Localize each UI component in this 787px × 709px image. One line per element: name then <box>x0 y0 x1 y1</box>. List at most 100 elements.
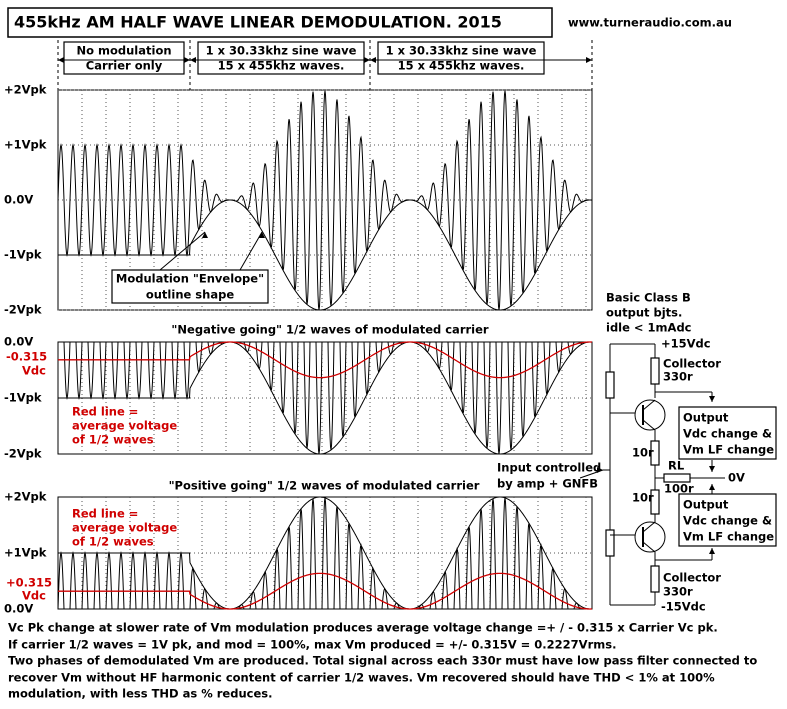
url: www.turneraudio.com.au <box>568 16 732 30</box>
transistor-emitter <box>642 419 656 431</box>
dc-label: Vdc <box>22 364 46 378</box>
dc-label: Vdc <box>22 589 46 603</box>
arrow-head <box>202 232 208 238</box>
arrow-head <box>364 57 370 63</box>
segment-label: 1 x 30.33khz sine wave <box>386 44 537 58</box>
input-label: by amp + GNFB <box>497 477 598 491</box>
resistor <box>650 489 660 515</box>
average-line <box>58 341 593 379</box>
segment-label: 15 x 455khz waves. <box>218 59 345 73</box>
segment-label: 1 x 30.33khz sine wave <box>206 44 357 58</box>
resistor <box>650 440 660 466</box>
arrow-head <box>709 466 715 472</box>
rail-label: +15Vdc <box>661 337 711 351</box>
arrow-head <box>184 57 190 63</box>
resistor-label: 330r <box>663 370 693 384</box>
segment-label: No modulation <box>76 44 171 58</box>
average-line <box>58 572 593 610</box>
y-tick-label: -2Vpk <box>4 447 42 461</box>
y-tick-label: -2Vpk <box>4 303 42 317</box>
dc-label: +0.315 <box>6 576 52 590</box>
note-line: If carrier 1/2 waves = 1V pk, and mod = … <box>8 638 616 652</box>
resistor-label: Collector <box>663 571 721 585</box>
resistor <box>650 565 660 593</box>
circuit-heading: Basic Class B <box>606 291 691 305</box>
resistor-label: 10r <box>632 446 654 460</box>
note-line: recover Vm without HF harmonic content o… <box>8 671 715 685</box>
output-label: Vdc change & <box>683 427 772 441</box>
input-label: Input controlled <box>497 461 601 475</box>
envelope <box>58 199 593 311</box>
y-tick-label: 0.0V <box>4 193 33 207</box>
note: Red line = <box>72 405 138 419</box>
resistor <box>663 473 691 483</box>
resistor-label: Collector <box>663 357 721 371</box>
resistor-label: 100r <box>664 482 694 496</box>
output-label: Vm LF change <box>683 443 774 457</box>
note-line: Two phases of demodulated Vm are produce… <box>8 654 757 668</box>
note: of 1/2 waves <box>72 535 154 549</box>
carrier-wave <box>57 90 593 311</box>
segment-label: 15 x 455khz waves. <box>398 59 525 73</box>
resistor-label: RL <box>668 459 685 473</box>
note: average voltage <box>72 521 177 535</box>
y-tick-label: +1Vpk <box>4 546 47 560</box>
y-tick-label: +1Vpk <box>4 138 47 152</box>
transistor-collector <box>642 399 656 411</box>
resistor <box>605 371 615 399</box>
callout-arrow <box>239 231 263 271</box>
circuit-heading: output bjts. <box>606 306 682 320</box>
note: of 1/2 waves <box>72 433 154 447</box>
y-tick-label: -1Vpk <box>4 391 42 405</box>
segment-label: Carrier only <box>86 59 163 73</box>
y-tick-label: 0.0V <box>4 602 33 616</box>
arrow-head <box>709 548 715 554</box>
note: Red line = <box>72 507 138 521</box>
resistor-label: 330r <box>663 585 693 599</box>
transistor-emitter <box>642 521 656 533</box>
circuit-heading: idle < 1mAdc <box>606 321 692 335</box>
callout-text: outline shape <box>146 288 234 302</box>
graph-title: "Positive going" 1/2 waves of modulated … <box>169 479 480 493</box>
callout-arrow <box>159 231 206 271</box>
output-label: Vdc change & <box>683 514 772 528</box>
title: 455kHz AM HALF WAVE LINEAR DEMODULATION.… <box>14 13 502 32</box>
segment-box <box>377 41 545 75</box>
note-line: Vc Pk change at slower rate of Vm modula… <box>8 621 718 635</box>
graph-title: "Negative going" 1/2 waves of modulated … <box>171 323 488 337</box>
note: average voltage <box>72 419 177 433</box>
y-tick-label: 0.0V <box>4 335 33 349</box>
arrow-head <box>597 467 603 473</box>
y-tick-label: -1Vpk <box>4 248 42 262</box>
rail-label: -15Vdc <box>661 600 706 614</box>
arrow-head <box>190 57 196 63</box>
half-waves <box>58 341 592 455</box>
envelope <box>58 341 593 455</box>
output-box <box>678 406 777 460</box>
arrow-head <box>259 232 265 238</box>
note-line: modulation, with less THD as % reduces. <box>8 687 272 701</box>
output-box <box>678 493 777 547</box>
callout-text: Modulation "Envelope" <box>116 272 264 286</box>
title-box <box>7 7 553 38</box>
resistor <box>605 529 615 557</box>
ground-label: 0V <box>728 471 745 485</box>
arrow-head <box>58 57 64 63</box>
y-tick-label: +2Vpk <box>4 490 47 504</box>
resistor-label: 10r <box>632 491 654 505</box>
output-label: Output <box>683 498 729 512</box>
output-label: Vm LF change <box>683 530 774 544</box>
y-tick-label: +2Vpk <box>4 83 47 97</box>
dc-label: -0.315 <box>6 350 47 364</box>
transistor-collector <box>642 541 656 553</box>
callout-box <box>111 269 269 304</box>
segment-box <box>197 41 365 75</box>
arrow-head <box>709 484 715 490</box>
resistor <box>650 357 660 385</box>
output-label: Output <box>683 411 729 425</box>
arrow-head <box>586 57 592 63</box>
envelope <box>58 496 593 610</box>
arrow-head <box>709 396 715 402</box>
arrow-head <box>370 57 376 63</box>
